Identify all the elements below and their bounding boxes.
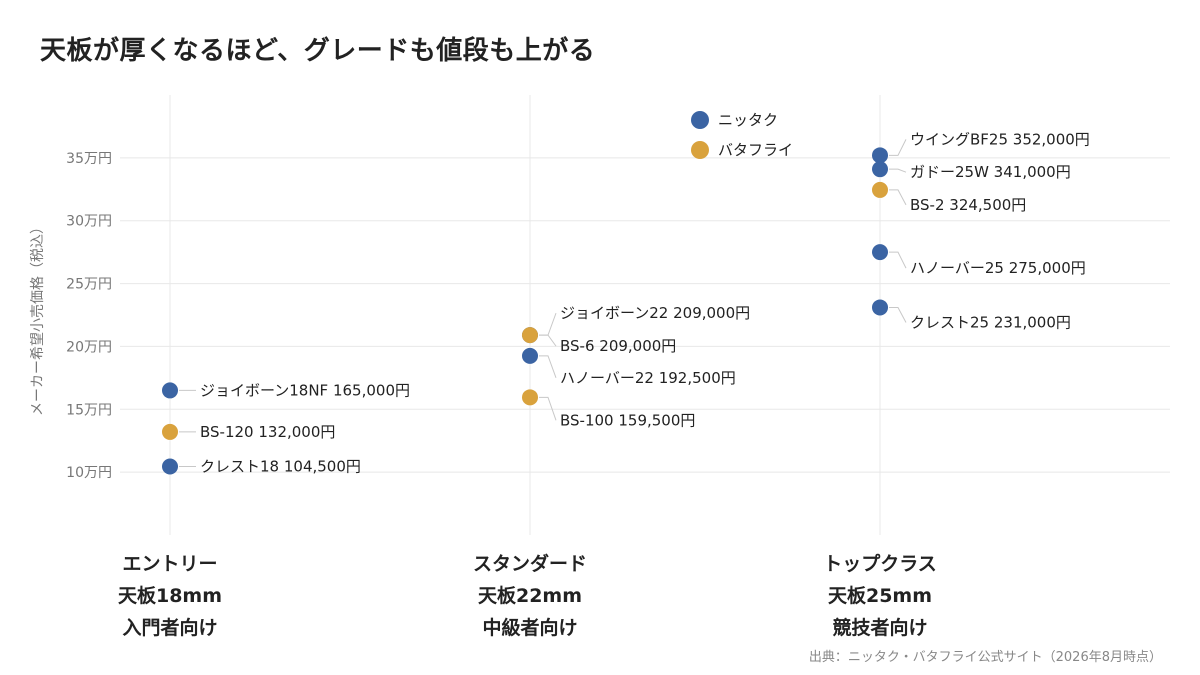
- category-label: 入門者向け: [122, 616, 217, 639]
- y-tick-label: 25万円: [66, 277, 112, 293]
- point-label: BS-2 324,500円: [910, 196, 1026, 214]
- data-point: [522, 389, 538, 406]
- legend-marker: [691, 111, 709, 129]
- source-note: 出典：ニッタク・バタフライ公式サイト（2026年8月時点）: [808, 650, 1162, 665]
- point-label: BS-100 159,500円: [560, 411, 695, 429]
- data-point: [522, 347, 538, 364]
- point-label: ジョイボーン22 209,000円: [560, 304, 750, 322]
- category-label: エントリー: [122, 553, 217, 575]
- label-connector: [539, 355, 557, 379]
- y-tick-label: 30万円: [66, 214, 112, 230]
- point-label: ハノーバー22 192,500円: [560, 369, 736, 387]
- label-connector: [889, 251, 907, 269]
- y-tick-label: 35万円: [66, 151, 112, 167]
- category-label: 天板25mm: [828, 584, 932, 607]
- legend-marker: [691, 141, 709, 159]
- label-connector: [539, 312, 557, 336]
- point-label: クレスト25 231,000円: [910, 313, 1071, 331]
- y-tick-label: 20万円: [66, 339, 112, 355]
- category-label: 天板18mm: [118, 584, 222, 607]
- category-label: 中級者向け: [482, 616, 577, 639]
- category-label: トップクラス: [823, 552, 937, 575]
- label-connector: [889, 306, 907, 323]
- legend-label: ニッタク: [718, 111, 778, 129]
- label-connector: [539, 334, 557, 347]
- chart-title: 天板が厚くなるほど、グレードも値段も上がる: [40, 36, 596, 66]
- data-point: [162, 423, 178, 440]
- category-label: 天板22mm: [478, 584, 582, 607]
- point-label: BS-6 209,000円: [560, 337, 676, 355]
- point-label: ガドー25W 341,000円: [910, 163, 1071, 181]
- y-tick-label: 15万円: [66, 402, 112, 418]
- data-point: [872, 181, 888, 198]
- y-axis-label: メーカー希望小売価格（税込）: [30, 220, 46, 416]
- data-point: [162, 382, 178, 399]
- legend-label: バタフライ: [718, 141, 793, 159]
- y-tick-label: 10万円: [66, 465, 112, 481]
- data-point: [872, 147, 888, 164]
- data-point: [872, 244, 888, 261]
- label-connector: [539, 396, 557, 421]
- point-label: クレスト18 104,500円: [200, 457, 361, 475]
- category-label: 競技者向け: [832, 616, 927, 639]
- point-label: ウイングBF25 352,000円: [910, 130, 1090, 148]
- data-point: [522, 327, 538, 344]
- point-label: ハノーバー25 275,000円: [910, 259, 1086, 277]
- data-point: [162, 458, 178, 475]
- label-connector: [889, 168, 907, 173]
- data-point: [872, 161, 888, 178]
- point-label: BS-120 132,000円: [200, 423, 335, 441]
- point-label: ジョイボーン18NF 165,000円: [200, 381, 410, 399]
- category-label: スタンダード: [473, 552, 587, 575]
- data-point: [872, 299, 888, 316]
- label-connector: [889, 189, 907, 206]
- label-connector: [889, 139, 907, 156]
